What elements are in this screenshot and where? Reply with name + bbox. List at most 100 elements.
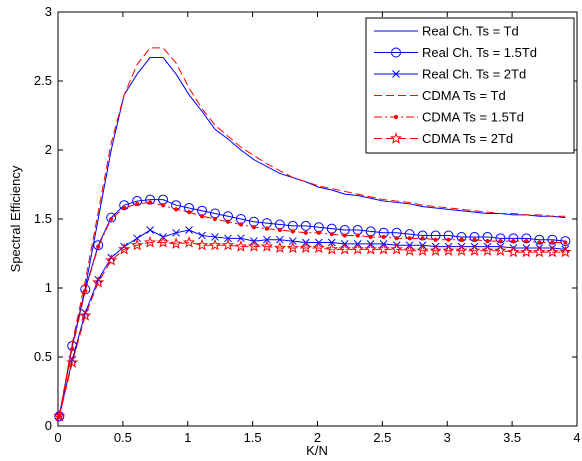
marker-dot [342, 233, 347, 238]
marker-x [198, 231, 206, 240]
y-tick-label: 2 [45, 142, 52, 157]
series-line [58, 57, 566, 417]
series-5 [57, 200, 568, 419]
marker-circle [106, 212, 117, 223]
marker-dot [420, 236, 425, 241]
marker-dot [70, 346, 75, 351]
marker-star [389, 132, 403, 144]
marker-x [107, 253, 116, 262]
y-axis-label: Spectral Efficiency [8, 165, 23, 272]
marker-dot [355, 233, 360, 238]
marker-x [211, 233, 219, 241]
x-tick-label: 2.5 [373, 430, 391, 445]
marker-dot [381, 234, 386, 240]
marker-dot [537, 240, 542, 245]
marker-dot [550, 240, 555, 245]
x-tick-label: 1 [184, 430, 191, 445]
marker-star [312, 241, 325, 254]
marker-x [237, 234, 245, 243]
marker-star [520, 245, 533, 258]
marker-star [494, 244, 507, 256]
marker-star [156, 236, 170, 248]
marker-dot [498, 238, 503, 244]
marker-x [133, 234, 142, 243]
series-6 [53, 236, 572, 422]
marker-x [224, 234, 232, 243]
x-axis-label: K/N [306, 443, 328, 458]
series-layer [53, 47, 572, 422]
marker-star [234, 240, 248, 252]
marker-star [299, 241, 312, 254]
y-tick-label: 0.5 [34, 349, 52, 364]
marker-dot [277, 227, 282, 233]
series-1 [58, 57, 566, 417]
marker-dot [446, 237, 451, 242]
legend-label: CDMA Ts = 2Td [422, 131, 513, 146]
marker-star [455, 244, 468, 256]
marker-star [325, 242, 338, 255]
marker-star [195, 238, 209, 251]
series-line [58, 199, 566, 417]
marker-x [263, 235, 271, 244]
marker-dot [225, 219, 231, 224]
marker-x [327, 238, 336, 247]
marker-star [118, 242, 131, 255]
marker-dot [238, 222, 244, 227]
y-tick-label: 1.5 [34, 211, 52, 226]
marker-x [288, 237, 297, 245]
marker-star [403, 244, 416, 256]
marker-dot [186, 210, 192, 215]
marker-star [338, 242, 351, 255]
marker-star [442, 244, 455, 256]
marker-dot [83, 288, 88, 293]
marker-dot [173, 207, 179, 212]
marker-star [169, 237, 183, 250]
series-line [58, 229, 566, 417]
marker-star [507, 245, 520, 258]
marker-dot [212, 216, 218, 222]
series-line [58, 241, 566, 417]
marker-x [276, 235, 284, 244]
marker-dot [135, 201, 140, 206]
legend-entry: Real Ch. Ts = 1.5Td [374, 45, 537, 60]
marker-star [286, 241, 299, 254]
marker-dot [303, 230, 308, 235]
marker-dot [393, 114, 399, 120]
marker-circle [93, 240, 104, 251]
marker-dot [563, 240, 568, 245]
marker-dot [368, 234, 373, 240]
marker-circle [391, 47, 401, 58]
marker-x [146, 226, 154, 234]
y-tick-label: 0 [45, 418, 52, 433]
marker-star [221, 238, 235, 251]
marker-star [92, 276, 105, 288]
marker-star [273, 241, 286, 254]
legend-label: Real Ch. Ts = 2Td [422, 67, 526, 82]
marker-dot [148, 200, 153, 205]
marker-star [260, 240, 274, 252]
x-tick-label: 0.5 [114, 430, 132, 445]
legend-label: Real Ch. Ts = 1.5Td [422, 45, 537, 60]
marker-star [533, 245, 546, 258]
marker-dot [264, 226, 269, 231]
marker-dot [459, 237, 464, 242]
marker-x [392, 70, 400, 78]
marker-dot [251, 225, 257, 230]
series-4 [58, 47, 566, 417]
marker-dot [96, 244, 101, 249]
marker-dot [511, 238, 516, 244]
marker-star [182, 236, 196, 248]
legend-entry: Real Ch. Ts = 2Td [374, 67, 526, 82]
legend-entry: CDMA Ts = 2Td [374, 131, 513, 146]
marker-dot [407, 236, 412, 241]
marker-star [131, 238, 144, 251]
marker-dot [433, 237, 438, 242]
x-tick-label: 3 [444, 430, 451, 445]
legend: Real Ch. Ts = Td Real Ch. Ts = 1.5Td Real … [365, 17, 575, 154]
legend-entry: CDMA Ts = 1.5Td [374, 110, 524, 125]
y-tick-label: 2.5 [34, 73, 52, 88]
marker-dot [160, 203, 166, 208]
marker-star [351, 242, 364, 255]
marker-dot [199, 214, 205, 219]
x-tick-label: 0 [54, 430, 61, 445]
